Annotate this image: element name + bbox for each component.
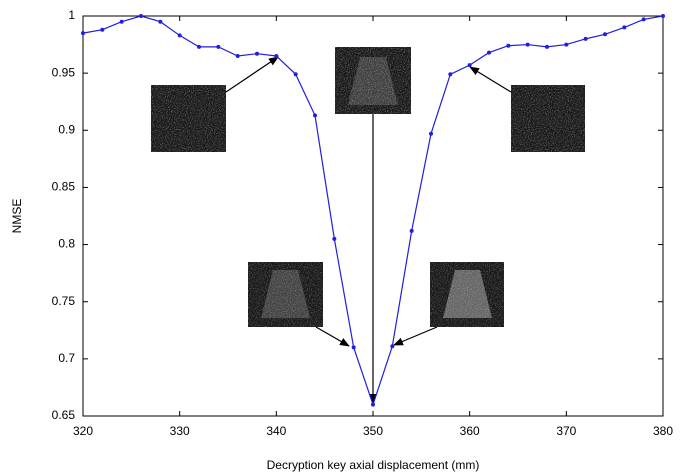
data-point [371, 402, 375, 407]
data-point [177, 33, 182, 38]
y-tick-label: 0.9 [58, 122, 75, 136]
data-point [313, 113, 317, 118]
inset-images [151, 47, 585, 327]
x-tick-label: 320 [73, 424, 93, 438]
data-point [467, 63, 472, 68]
data-point [641, 17, 646, 22]
arrow [315, 326, 350, 347]
data-point [448, 72, 453, 77]
data-point [216, 44, 221, 49]
data-point [351, 345, 356, 350]
data-point [583, 36, 588, 41]
data-point [332, 236, 337, 241]
data-point [545, 44, 549, 49]
data-point [81, 31, 85, 36]
data-point [139, 14, 143, 18]
arrow [469, 66, 512, 93]
data-point [661, 14, 665, 18]
data-point [564, 42, 569, 47]
data-point [100, 27, 105, 32]
x-tick-label: 380 [653, 424, 673, 438]
x-tick-label: 340 [266, 424, 286, 438]
x-tick-label: 360 [460, 424, 480, 438]
data-point [274, 54, 279, 58]
data-point [487, 50, 491, 55]
arrow [393, 326, 438, 346]
data-point [525, 42, 530, 47]
y-tick-label: 0.65 [52, 408, 76, 422]
y-tick-label: 1 [68, 8, 75, 22]
data-point [622, 25, 627, 30]
arrows [225, 56, 512, 404]
arrow [225, 56, 279, 93]
y-tick-label: 0.75 [52, 294, 76, 308]
y-tick-label: 0.95 [52, 65, 76, 79]
y-axis-label: NMSE [10, 199, 24, 234]
x-tick-label: 330 [170, 424, 190, 438]
x-axis-label: Decryption key axial displacement (mm) [267, 458, 480, 472]
inset-image [151, 85, 226, 152]
data-point [158, 19, 163, 24]
data-point [603, 32, 607, 37]
data-point [390, 344, 395, 349]
y-tick-label: 0.7 [58, 351, 75, 365]
inset-image [511, 85, 585, 152]
inset-image [335, 47, 411, 114]
inset-image [430, 262, 504, 327]
data-point [119, 19, 124, 24]
inset-image [248, 262, 323, 327]
data-point [506, 43, 511, 48]
y-tick-label: 0.8 [58, 237, 75, 251]
data-point [409, 228, 414, 233]
x-tick-label: 370 [556, 424, 576, 438]
data-point [235, 54, 240, 58]
data-point [197, 44, 201, 49]
data-point [255, 51, 259, 56]
y-tick-label: 0.85 [52, 180, 76, 194]
data-point [293, 72, 298, 77]
x-tick-label: 350 [363, 424, 383, 438]
data-point [429, 131, 433, 136]
